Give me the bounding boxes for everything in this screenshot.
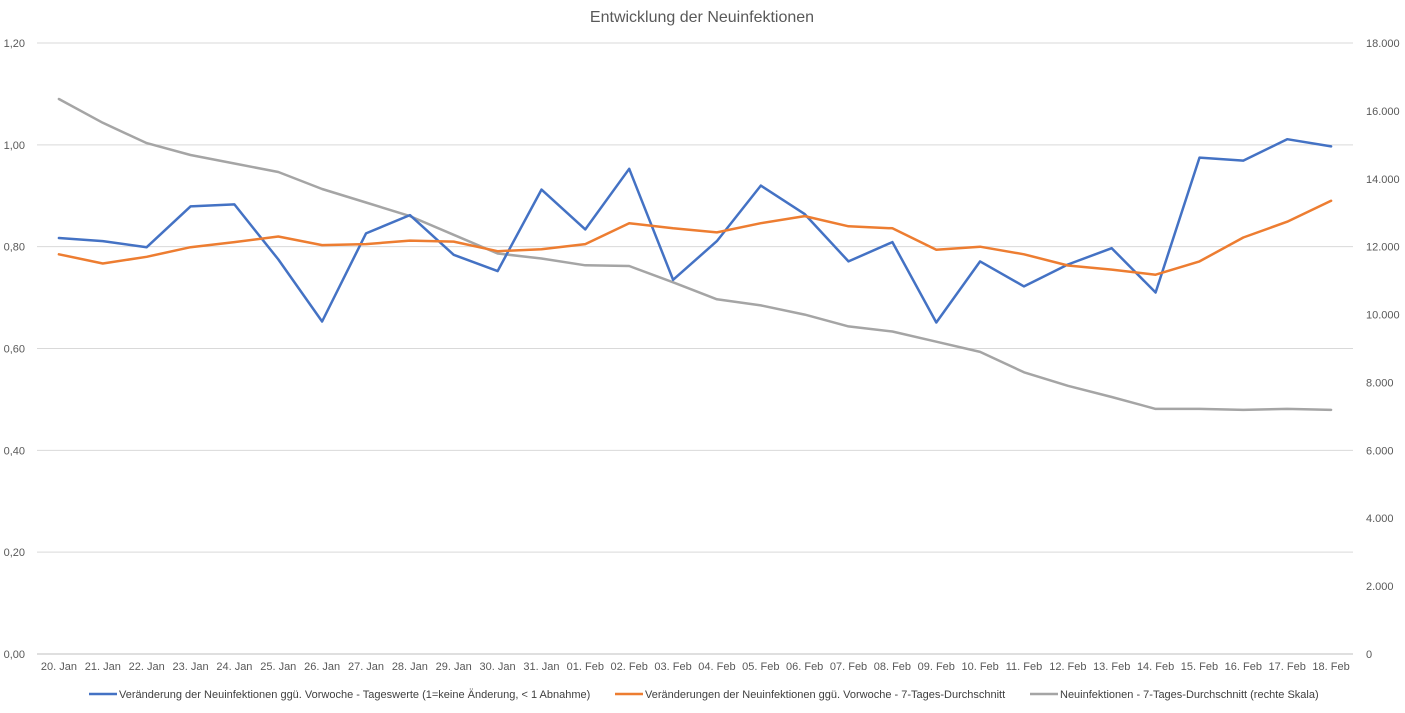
x-axis-tick-label: 23. Jan	[172, 661, 208, 673]
left-axis-tick-label: 1,00	[4, 140, 25, 152]
x-axis-tick-label: 04. Feb	[698, 661, 735, 673]
series-line-3	[57, 97, 1333, 412]
x-axis-tick-label: 02. Feb	[611, 661, 648, 673]
x-axis-tick-label: 29. Jan	[436, 661, 472, 673]
right-axis-tick-label: 2.000	[1366, 581, 1394, 593]
x-axis-tick-label: 24. Jan	[216, 661, 252, 673]
x-axis-ticks: 20. Jan 21. Jan 22. Jan 23. Jan 24. Jan 25. J…	[41, 661, 1350, 673]
legend-label: Veränderung der Neuinfektionen ggü. Vorw…	[119, 689, 590, 701]
left-axis-tick-label: 0,80	[4, 242, 25, 254]
series-lines	[57, 97, 1333, 412]
x-axis-tick-label: 20. Jan	[41, 661, 77, 673]
left-axis-ticks: 0,00 0,20 0,40 0,60 0,80 1,00 1,20	[4, 38, 25, 661]
x-axis-tick-label: 18. Feb	[1312, 661, 1349, 673]
x-axis-tick-label: 31. Jan	[523, 661, 559, 673]
series-line-1	[57, 137, 1333, 324]
x-axis-tick-label: 10. Feb	[961, 661, 998, 673]
gridlines	[37, 42, 1353, 655]
x-axis-tick-label: 17. Feb	[1269, 661, 1306, 673]
right-axis-tick-label: 8.000	[1366, 377, 1394, 389]
x-axis-tick-label: 03. Feb	[654, 661, 691, 673]
x-axis-tick-label: 15. Feb	[1181, 661, 1218, 673]
x-axis-tick-label: 28. Jan	[392, 661, 428, 673]
left-axis-tick-label: 0,60	[4, 344, 25, 356]
x-axis-tick-label: 01. Feb	[567, 661, 604, 673]
x-axis-tick-label: 08. Feb	[874, 661, 911, 673]
right-axis-tick-label: 10.000	[1366, 310, 1400, 322]
left-axis-tick-label: 0,40	[4, 445, 25, 457]
x-axis-tick-label: 30. Jan	[480, 661, 516, 673]
left-axis-tick-label: 0,00	[4, 649, 25, 661]
right-axis-tick-label: 18.000	[1366, 38, 1400, 50]
left-axis-tick-label: 1,20	[4, 38, 25, 50]
right-axis-tick-label: 14.000	[1366, 174, 1400, 186]
left-axis-tick-label: 0,20	[4, 547, 25, 559]
x-axis-tick-label: 27. Jan	[348, 661, 384, 673]
x-axis-tick-label: 13. Feb	[1093, 661, 1130, 673]
x-axis-tick-label: 12. Feb	[1049, 661, 1086, 673]
legend-label: Neuinfektionen - 7-Tages-Durchschnitt (r…	[1060, 689, 1319, 701]
x-axis-tick-label: 16. Feb	[1225, 661, 1262, 673]
x-axis-tick-label: 14. Feb	[1137, 661, 1174, 673]
x-axis-tick-label: 07. Feb	[830, 661, 867, 673]
x-axis-tick-label: 25. Jan	[260, 661, 296, 673]
x-axis-tick-label: 11. Feb	[1006, 661, 1043, 673]
legend-label: Veränderungen der Neuinfektionen ggü. Vo…	[645, 689, 1005, 701]
right-axis-tick-label: 4.000	[1366, 513, 1394, 525]
x-axis-tick-label: 09. Feb	[918, 661, 955, 673]
x-axis-tick-label: 22. Jan	[129, 661, 165, 673]
legend: Veränderung der Neuinfektionen ggü. Vorw…	[89, 689, 1319, 701]
right-axis-tick-label: 12.000	[1366, 242, 1400, 254]
x-axis-tick-label: 06. Feb	[786, 661, 823, 673]
series-line-2	[57, 199, 1333, 276]
x-axis-tick-label: 05. Feb	[742, 661, 779, 673]
right-axis-tick-label: 0	[1366, 649, 1372, 661]
right-axis-tick-label: 6.000	[1366, 445, 1394, 457]
right-axis-ticks: 0 2.000 4.000 6.000 8.000 10.000 12.000 14.000 1…	[1366, 38, 1400, 661]
right-axis-tick-label: 16.000	[1366, 106, 1400, 118]
chart-title: Entwicklung der Neuinfektionen	[590, 9, 814, 26]
x-axis-tick-label: 21. Jan	[85, 661, 121, 673]
x-axis-tick-label: 26. Jan	[304, 661, 340, 673]
